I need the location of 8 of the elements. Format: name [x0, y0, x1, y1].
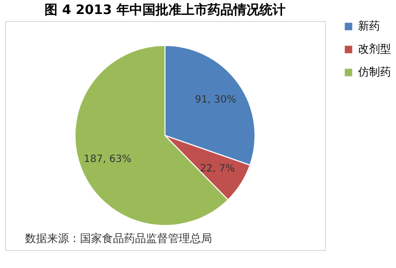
- chart-title: 图 4 2013 年中国批准上市药品情况统计: [44, 2, 286, 18]
- data-label: 91, 30%: [194, 94, 236, 106]
- legend-label: 新药: [358, 20, 380, 32]
- data-label: 187, 63%: [84, 154, 132, 165]
- legend-label: 改剂型: [358, 42, 391, 56]
- data-label: 22, 7%: [200, 164, 235, 175]
- source-note: 数据来源：国家食品药品监督管理总局: [25, 232, 212, 245]
- legend-label: 仿制药: [357, 66, 391, 78]
